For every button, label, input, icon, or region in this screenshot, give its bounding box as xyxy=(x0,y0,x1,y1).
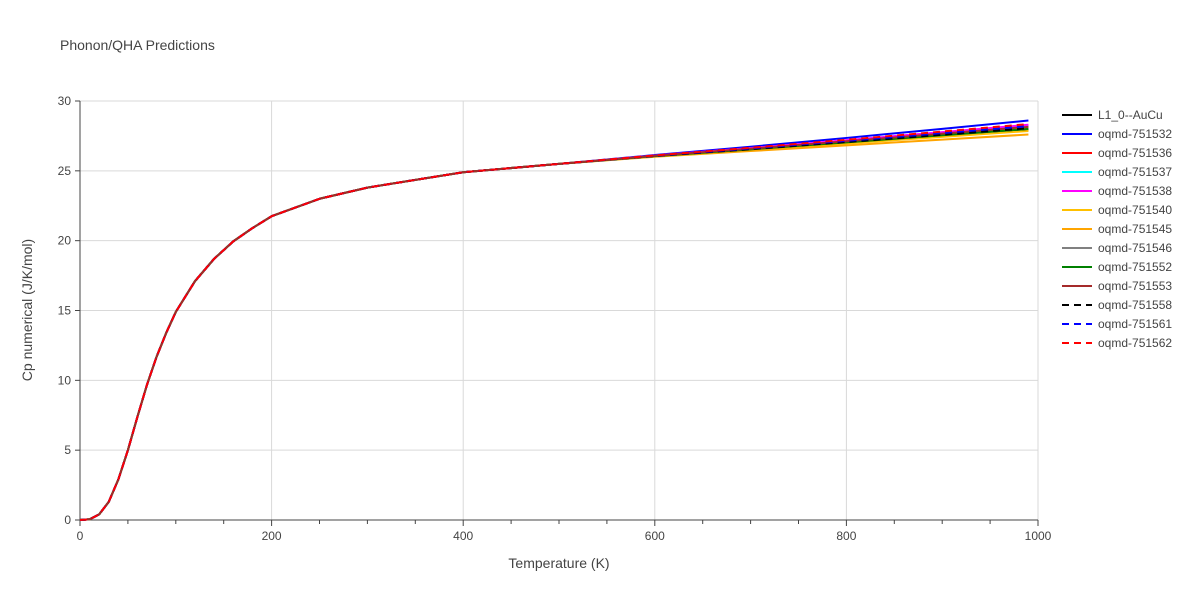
legend-item[interactable]: oqmd-751561 xyxy=(1062,317,1172,331)
y-axis-title: Cp numerical (J/K/mol) xyxy=(19,239,35,381)
legend-label: oqmd-751538 xyxy=(1098,184,1172,198)
y-tick-label: 20 xyxy=(58,234,72,248)
legend-label: oqmd-751552 xyxy=(1098,260,1172,274)
legend-item[interactable]: oqmd-751540 xyxy=(1062,203,1172,217)
legend-item[interactable]: oqmd-751532 xyxy=(1062,127,1172,141)
legend: L1_0--AuCu oqmd-751532 oqmd-751536 oqmd-751… xyxy=(1062,108,1172,350)
legend-item[interactable]: oqmd-751558 xyxy=(1062,298,1172,312)
x-tick-label: 200 xyxy=(262,529,282,543)
legend-item[interactable]: oqmd-751546 xyxy=(1062,241,1172,255)
x-tick-label: 800 xyxy=(836,529,856,543)
legend-label: oqmd-751537 xyxy=(1098,165,1172,179)
chart-title: Phonon/QHA Predictions xyxy=(60,37,215,53)
legend-item[interactable]: L1_0--AuCu xyxy=(1062,108,1163,122)
legend-item[interactable]: oqmd-751538 xyxy=(1062,184,1172,198)
legend-label: oqmd-751532 xyxy=(1098,127,1172,141)
x-tick-label: 600 xyxy=(645,529,665,543)
legend-label: oqmd-751562 xyxy=(1098,336,1172,350)
legend-item[interactable]: oqmd-751562 xyxy=(1062,336,1172,350)
x-tick-label: 0 xyxy=(77,529,84,543)
legend-label: oqmd-751558 xyxy=(1098,298,1172,312)
legend-item[interactable]: oqmd-751545 xyxy=(1062,222,1172,236)
series-lines xyxy=(79,119,1029,521)
legend-label: oqmd-751536 xyxy=(1098,146,1172,160)
x-tick-label: 1000 xyxy=(1025,529,1052,543)
legend-item[interactable]: oqmd-751552 xyxy=(1062,260,1172,274)
y-tick-label: 15 xyxy=(58,304,72,318)
grid xyxy=(80,100,1039,520)
legend-label: oqmd-751540 xyxy=(1098,203,1172,217)
y-tick-label: 25 xyxy=(58,164,72,178)
x-axis-title: Temperature (K) xyxy=(508,555,609,571)
axes: 0 200 400 600 800 1000 0 5 10 15 20 25 30 xyxy=(58,94,1052,543)
series-line-oqmd-751562 xyxy=(79,123,1029,521)
legend-label: oqmd-751561 xyxy=(1098,317,1172,331)
x-tick-label: 400 xyxy=(453,529,473,543)
legend-item[interactable]: oqmd-751553 xyxy=(1062,279,1172,293)
legend-label: oqmd-751546 xyxy=(1098,241,1172,255)
y-tick-label: 10 xyxy=(58,373,72,387)
y-tick-label: 30 xyxy=(58,94,72,108)
y-tick-label: 5 xyxy=(64,443,71,457)
legend-item[interactable]: oqmd-751537 xyxy=(1062,165,1172,179)
legend-item[interactable]: oqmd-751536 xyxy=(1062,146,1172,160)
legend-label: oqmd-751545 xyxy=(1098,222,1172,236)
legend-label: L1_0--AuCu xyxy=(1098,108,1163,122)
y-tick-label: 0 xyxy=(64,513,71,527)
legend-label: oqmd-751553 xyxy=(1098,279,1172,293)
